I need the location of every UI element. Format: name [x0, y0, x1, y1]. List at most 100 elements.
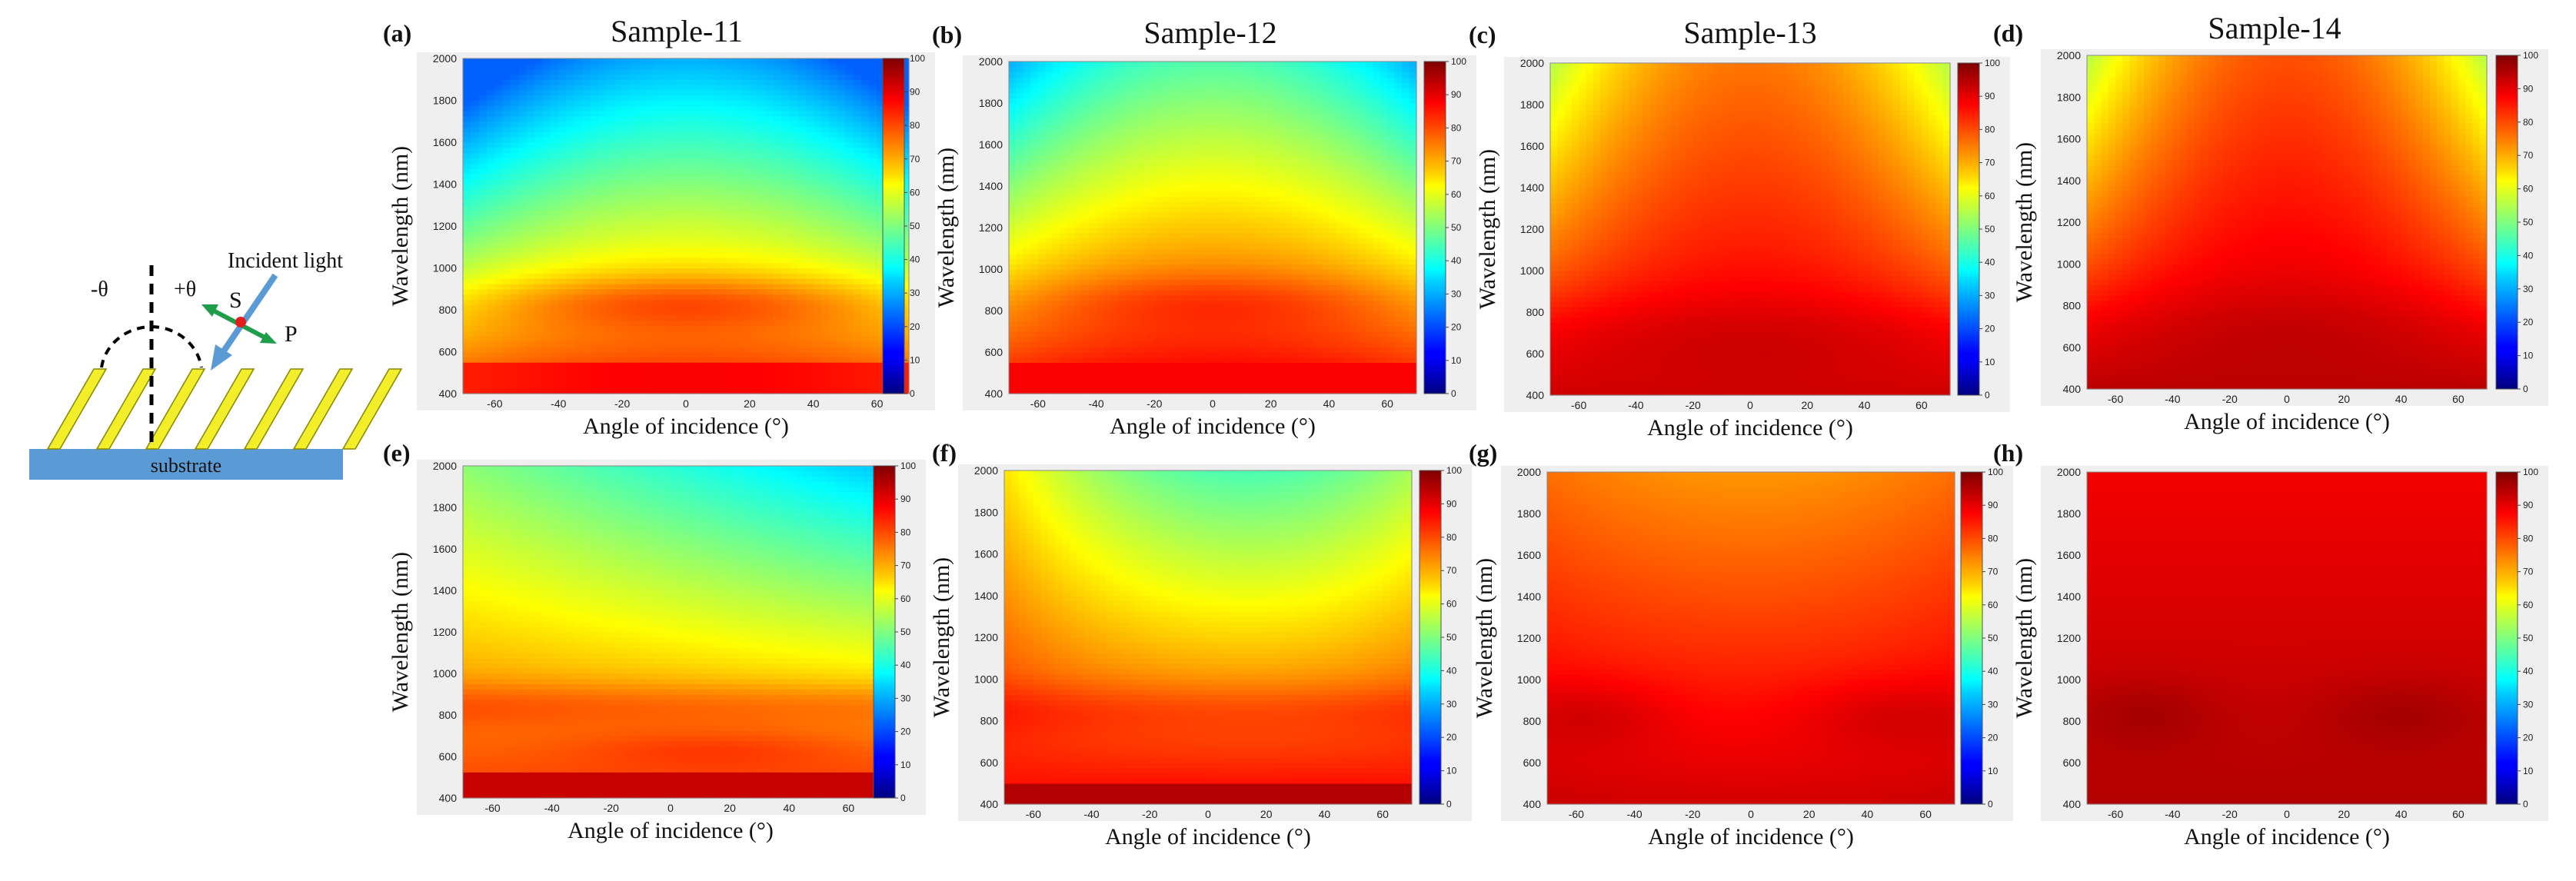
heatmap-cell: [503, 127, 511, 132]
heatmap-cell: [574, 74, 583, 79]
heatmap-cell: [567, 226, 575, 231]
heatmap-cell: [551, 268, 559, 274]
heatmap-cell: [494, 205, 503, 211]
heatmap-cell: [543, 278, 551, 284]
heatmap-cell: [487, 258, 495, 263]
heatmap-cell: [574, 131, 583, 137]
heatmap-cell: [503, 158, 511, 163]
heatmap-cell: [558, 373, 567, 378]
heatmap-cell: [543, 252, 551, 258]
heatmap-cell: [471, 116, 479, 121]
heatmap-cell: [463, 105, 471, 111]
heatmap-cell: [471, 226, 479, 231]
heatmap-cell: [567, 194, 575, 200]
heatmap-cell: [503, 331, 511, 336]
heatmap-cell: [551, 331, 559, 336]
heatmap-cell: [574, 352, 583, 357]
heatmap-cell: [471, 121, 479, 127]
heatmap-cell: [519, 310, 528, 315]
heatmap-cell: [534, 352, 543, 357]
heatmap-cell: [551, 163, 559, 168]
heatmap-cell: [582, 79, 591, 85]
heatmap-cell: [574, 336, 583, 341]
heatmap-cell: [494, 336, 503, 341]
heatmap-cell: [494, 378, 503, 384]
heatmap-cell: [574, 179, 583, 185]
heatmap-cell: [558, 137, 567, 142]
heatmap-cell: [511, 131, 519, 137]
heatmap-cell: [463, 341, 471, 347]
heatmap-cell: [582, 194, 591, 200]
heatmap-cell: [463, 179, 471, 185]
heatmap-cell: [511, 189, 519, 194]
heatmap-cell: [519, 347, 528, 352]
heatmap-cell: [527, 127, 535, 132]
heatmap-cell: [534, 205, 543, 211]
heatmap-cell: [567, 101, 575, 106]
heatmap-cell: [487, 237, 495, 242]
heatmap-cell: [487, 263, 495, 268]
heatmap-cell: [494, 85, 503, 90]
heatmap-cell: [503, 74, 511, 79]
heatmap-cell: [511, 388, 519, 394]
heatmap-cell: [527, 273, 535, 278]
heatmap-cell: [534, 383, 543, 388]
heatmap-cell: [519, 268, 528, 274]
heatmap-cell: [494, 90, 503, 95]
heatmap-cell: [534, 221, 543, 226]
heatmap-cell: [471, 388, 479, 394]
heatmap-cell: [471, 153, 479, 158]
heatmap-cell: [534, 137, 543, 142]
heatmap-cell: [574, 64, 583, 69]
heatmap-cell: [543, 388, 551, 394]
heatmap-cell: [503, 226, 511, 231]
heatmap-cell: [551, 367, 559, 373]
heatmap-cell: [503, 221, 511, 226]
heatmap-cell: [574, 142, 583, 148]
heatmap-cell: [511, 205, 519, 211]
heatmap-cell: [511, 90, 519, 95]
heatmap-cell: [582, 231, 591, 237]
heatmap-cell: [534, 241, 543, 247]
heatmap-cell: [487, 121, 495, 127]
heatmap-cell: [463, 357, 471, 362]
heatmap-cell: [487, 336, 495, 341]
heatmap-cell: [543, 189, 551, 194]
heatmap-cell: [519, 189, 528, 194]
heatmap-cell: [551, 231, 559, 237]
heatmap-cell: [471, 284, 479, 289]
heatmap-cell: [543, 268, 551, 274]
heatmap-cell: [534, 247, 543, 252]
heatmap-cell: [558, 69, 567, 75]
heatmap-cell: [479, 148, 488, 153]
minus-theta-arc: [102, 327, 151, 367]
heatmap-cell: [527, 352, 535, 357]
heatmap-cell: [567, 131, 575, 137]
heatmap-cell: [471, 142, 479, 148]
heatmap-cell: [534, 226, 543, 231]
heatmap-cell: [471, 168, 479, 174]
heatmap-cell: [574, 200, 583, 205]
heatmap-cell: [463, 294, 471, 300]
heatmap-cell: [534, 304, 543, 310]
heatmap-cell: [574, 315, 583, 321]
heatmap-cell: [487, 362, 495, 367]
heatmap-cell: [582, 158, 591, 163]
heatmap-cell: [519, 79, 528, 85]
heatmap-cell: [574, 85, 583, 90]
heatmap-cell: [582, 131, 591, 137]
heatmap-cell: [567, 388, 575, 394]
heatmap-cell: [527, 168, 535, 174]
minus-theta-label: -θ: [91, 278, 108, 301]
heatmap-cell: [582, 273, 591, 278]
heatmap-cell: [543, 194, 551, 200]
heatmap-cell: [503, 179, 511, 185]
heatmap-cell: [543, 299, 551, 304]
heatmap-cell: [543, 336, 551, 341]
heatmap-cell: [567, 321, 575, 326]
heatmap-cell: [574, 111, 583, 116]
heatmap-cell: [574, 168, 583, 174]
heatmap-cell: [574, 321, 583, 326]
heatmap-cell: [519, 352, 528, 357]
heatmap-cell: [494, 278, 503, 284]
